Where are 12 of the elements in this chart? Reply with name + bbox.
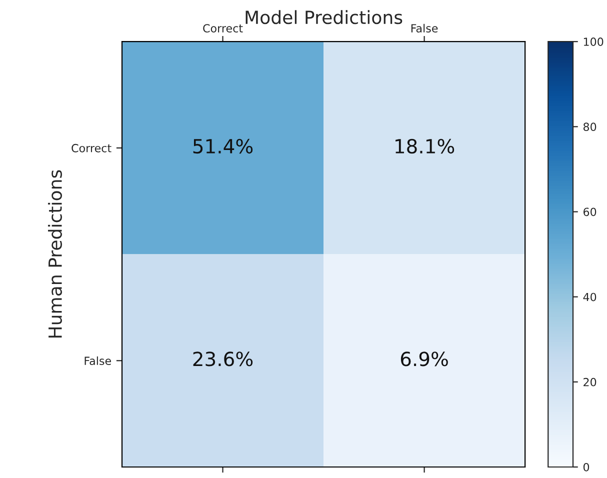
color-bar-label: 0	[583, 462, 590, 472]
data-label: 51.4%	[193, 138, 253, 154]
color-bar-label: 40	[583, 292, 596, 302]
color-bar-label: 100	[584, 38, 604, 46]
data-label: 18.1%	[396, 138, 454, 154]
x-axis-title: Model Predictions	[246, 10, 402, 24]
color-bar-label: 60	[584, 208, 596, 216]
color-bar-label: 80	[583, 122, 596, 132]
data-label: 23.6%	[193, 352, 253, 366]
y-axis-title: Human Predictions	[48, 170, 62, 338]
color-bar-label: 20	[584, 378, 596, 386]
data-label: 6.9%	[400, 352, 448, 366]
